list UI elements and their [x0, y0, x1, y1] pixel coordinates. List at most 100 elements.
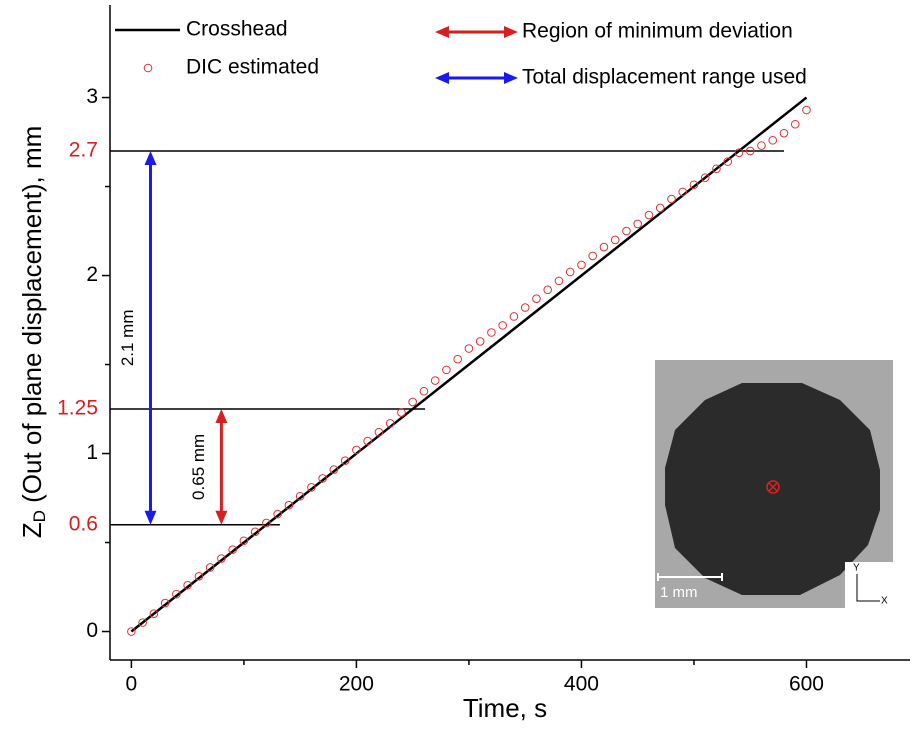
- x-tick-label: 0: [126, 673, 138, 696]
- range-label: 0.65 mm: [189, 434, 208, 500]
- legend-swatch: [143, 63, 153, 73]
- y-axis-title-sub: D: [30, 510, 49, 522]
- data-point: [183, 580, 192, 590]
- data-point: [250, 527, 260, 537]
- y-axis-title-part: Z: [17, 522, 47, 538]
- y-tick-label: 2: [86, 263, 98, 286]
- level-label: 1.25: [57, 397, 98, 420]
- data-point: [543, 285, 552, 295]
- inset-target-cross: [768, 482, 778, 492]
- data-point: [138, 618, 147, 627]
- data-point: [374, 427, 384, 437]
- inset-region: [665, 383, 880, 595]
- data-point: [667, 194, 676, 204]
- data-point: [205, 563, 215, 572]
- data-point: [363, 436, 372, 446]
- x-axis-title: Time, s: [463, 693, 547, 723]
- range-arrow-head: [144, 510, 157, 525]
- data-point: [554, 276, 564, 286]
- data-point: [340, 456, 350, 465]
- level-label: 0.6: [69, 512, 98, 535]
- legend-swatch-head: [435, 26, 449, 38]
- data-point: [678, 187, 688, 197]
- data-point: [172, 589, 181, 599]
- data-point: [768, 135, 778, 145]
- data-point: [397, 408, 406, 417]
- inset-scale-label: 1 mm: [660, 584, 698, 601]
- data-point: [487, 328, 496, 337]
- data-point: [757, 141, 766, 150]
- data-point: [520, 303, 530, 312]
- legend-label: DIC estimated: [186, 56, 319, 79]
- data-point: [655, 203, 665, 213]
- data-point: [689, 180, 699, 190]
- inset-image: 1 mm Y X: [655, 360, 893, 608]
- legend-swatch-head: [504, 26, 518, 38]
- data-point: [217, 554, 226, 563]
- y-axis-title-part: (Out of plane displacement), mm: [17, 126, 47, 510]
- data-point: [622, 226, 631, 236]
- y-axis-title: ZD (Out of plane displacement), mm: [17, 126, 50, 539]
- data-point: [509, 312, 519, 321]
- data-point: [262, 518, 271, 528]
- data-point: [194, 572, 204, 581]
- data-point: [700, 173, 710, 182]
- data-point: [588, 251, 598, 261]
- y-tick-label: 1: [86, 441, 98, 464]
- range-arrow-head: [215, 409, 228, 424]
- data-point: [442, 365, 451, 375]
- data-point: [565, 267, 575, 277]
- range-arrow-head: [215, 510, 228, 525]
- data-point: [430, 376, 440, 385]
- data-point: [577, 260, 586, 270]
- data-point: [802, 105, 811, 115]
- data-point: [532, 294, 541, 303]
- data-point: [453, 354, 462, 364]
- data-point: [633, 219, 643, 229]
- data-point: [408, 397, 417, 407]
- y-tick-label: 3: [86, 85, 98, 108]
- range-arrow-head: [144, 150, 157, 165]
- inset-target: [766, 480, 780, 494]
- data-point: [734, 148, 744, 158]
- data-point: [127, 627, 136, 636]
- data-point: [239, 536, 249, 546]
- data-point: [790, 119, 800, 129]
- range-label: 2.1 mm: [118, 309, 137, 366]
- data-point: [723, 157, 733, 166]
- x-tick-label: 200: [339, 673, 374, 696]
- data-point: [419, 386, 429, 396]
- data-point: [644, 210, 654, 220]
- data-point: [475, 337, 485, 346]
- legend-label: Region of minimum deviation: [522, 20, 793, 43]
- level-label: 2.7: [69, 138, 98, 161]
- inset-axis-icon: [856, 574, 880, 602]
- data-point: [610, 235, 620, 245]
- data-point: [385, 418, 395, 428]
- series-line: [130, 96, 808, 633]
- data-point: [160, 598, 170, 608]
- data-point: [329, 465, 339, 474]
- data-point: [273, 509, 282, 519]
- data-point: [745, 146, 755, 156]
- inset-axis-box: [845, 562, 893, 608]
- data-point: [712, 164, 721, 174]
- legend-label: Total displacement range used: [522, 66, 807, 89]
- y-tick-label: 0: [86, 619, 98, 642]
- inset-axis-label: Y: [853, 563, 860, 574]
- x-tick-label: 400: [564, 673, 599, 696]
- data-point: [779, 128, 789, 138]
- data-point: [352, 445, 361, 455]
- data-point: [318, 474, 327, 483]
- x-tick-label: 600: [789, 673, 824, 696]
- data-point: [228, 545, 237, 554]
- legend-swatch-head: [435, 72, 449, 84]
- data-point: [149, 609, 159, 619]
- data-point: [498, 321, 507, 330]
- inset-scale-bar: [657, 573, 723, 581]
- data-point: [284, 500, 294, 510]
- data-point: [599, 242, 609, 252]
- legend-swatch-head: [504, 72, 518, 84]
